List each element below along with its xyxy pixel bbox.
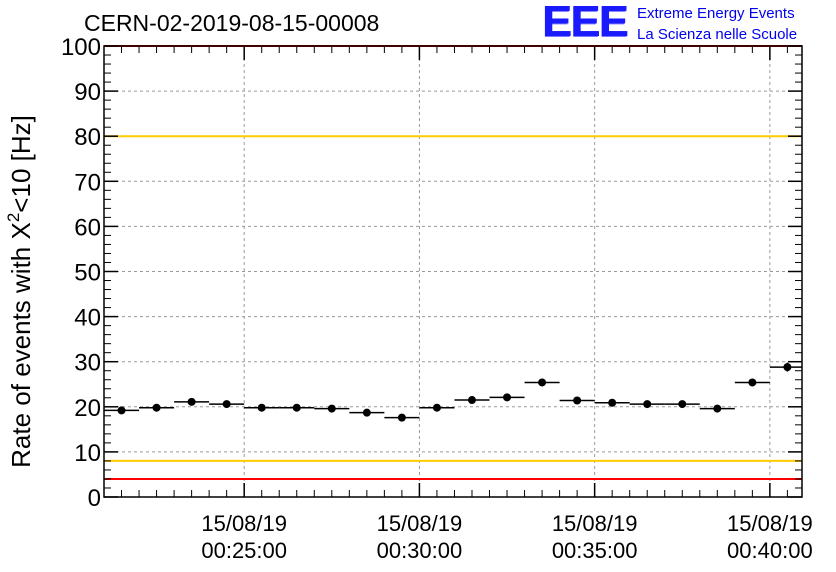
data-point [279,403,315,412]
y-tick-label: 80 [74,124,101,151]
grid-layer [104,46,802,497]
logo-line2: La Scienza nelle Scuole [637,26,798,43]
data-marker [748,378,757,387]
data-marker [222,400,231,409]
data-point [349,408,385,417]
data-point [734,378,770,387]
y-tick-label: 10 [74,440,101,467]
logo-letters: EEE [542,0,628,46]
y-tick-label: 0 [88,485,101,512]
y-axis-label-sup: 2 [4,213,23,222]
y-tick-label: 70 [74,169,101,196]
x-tick-time-label: 00:35:00 [552,538,638,563]
x-tick-date-label: 15/08/19 [552,511,638,536]
x-tick-time-label: 00:30:00 [377,538,463,563]
data-marker [117,406,126,415]
data-point [454,396,490,405]
data-marker [397,413,406,422]
y-tick-label: 90 [74,79,101,106]
data-point [244,403,280,412]
data-point [419,403,455,412]
data-point [664,400,700,409]
data-point [524,378,560,387]
data-marker [467,396,476,405]
y-tick-label: 30 [74,350,101,377]
data-marker [678,400,687,409]
data-point [629,400,665,409]
label-layer: 010203040506070809010015/08/1900:25:0015… [61,34,813,563]
data-point [384,413,420,422]
y-tick-label: 20 [74,395,101,422]
data-marker [362,408,371,417]
x-tick-date-label: 15/08/19 [727,511,813,536]
data-point [489,393,525,402]
data-marker [643,400,652,409]
data-marker [783,363,792,372]
data-marker [187,397,196,406]
data-marker [538,378,547,387]
data-point [139,403,175,412]
y-tick-label: 60 [74,214,101,241]
data-point [314,404,350,413]
x-tick-time-label: 00:25:00 [201,538,287,563]
x-tick-date-label: 15/08/19 [201,511,287,536]
y-axis-label: Rate of events with X2<10 [Hz] [4,115,36,468]
x-tick-date-label: 15/08/19 [377,511,463,536]
y-tick-label: 50 [74,260,101,287]
y-axis-label-post: <10 [Hz] [6,115,36,213]
data-point [594,398,630,407]
data-marker [257,403,266,412]
data-marker [432,403,441,412]
data-point [209,400,245,409]
y-tick-label: 100 [61,34,101,61]
data-point [769,362,802,372]
data-marker [713,404,722,413]
data-point [559,396,595,405]
data-point [174,397,210,406]
data-marker [503,393,512,402]
run-title: CERN-02-2019-08-15-00008 [84,10,380,36]
tick-layer [103,45,802,498]
data-point [699,404,735,413]
data-marker [327,404,336,413]
y-axis-label-pre: Rate of events with X [6,222,36,468]
data-marker [608,398,617,407]
data-marker [573,396,582,405]
x-tick-time-label: 00:40:00 [727,538,813,563]
data-marker [292,403,301,412]
logo-line1: Extreme Energy Events [637,5,795,22]
y-tick-label: 40 [74,305,101,332]
reference-lines [104,45,802,480]
data-layer [104,362,802,422]
data-point [104,406,140,415]
data-marker [152,403,161,412]
